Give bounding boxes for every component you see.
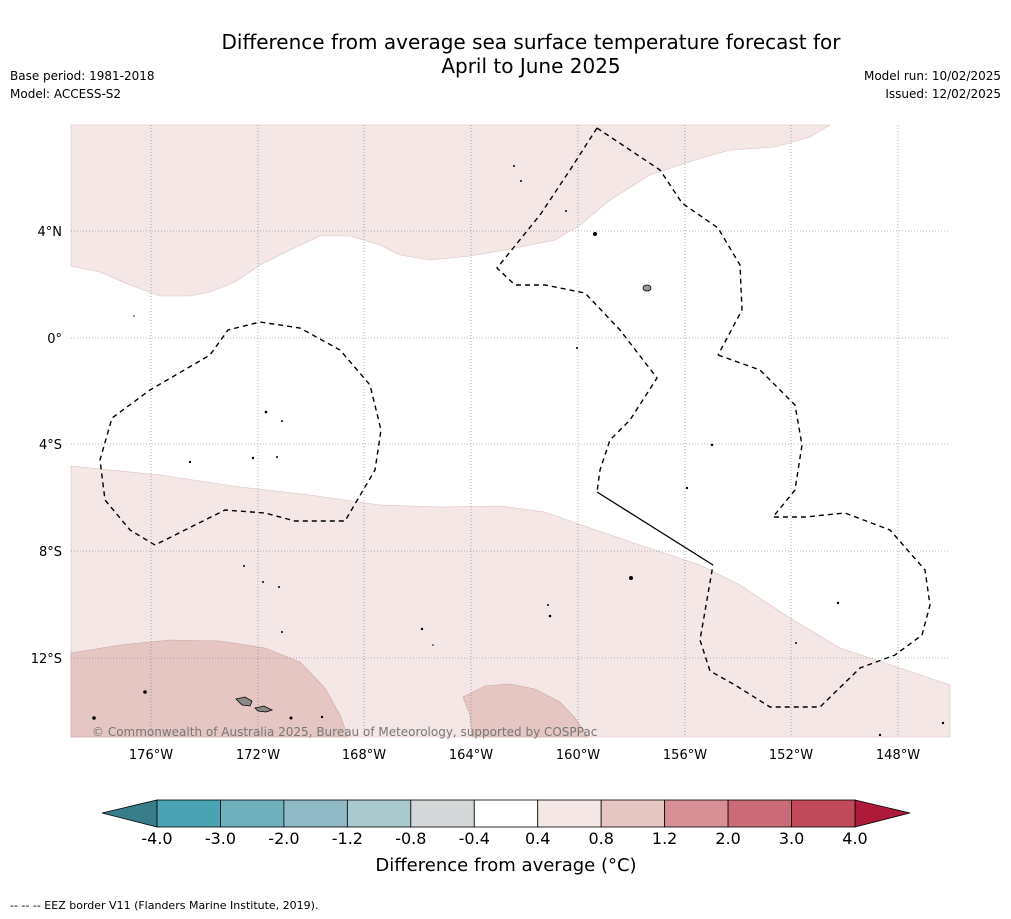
island [320, 715, 324, 719]
lon-label: 168°W [342, 748, 386, 763]
island [685, 486, 689, 490]
title-line-1: Difference from average sea surface temp… [221, 30, 841, 54]
island [520, 180, 522, 182]
lat-labels: 4°N 0° 4°S 8°S 12°S [31, 225, 62, 667]
map-title: Difference from average sea surface temp… [0, 30, 1011, 78]
lon-labels: 176°W 172°W 168°W 164°W 160°W 156°W 152°… [129, 748, 920, 763]
island [795, 642, 797, 644]
island [278, 586, 280, 588]
eez-borders [99, 127, 931, 708]
island [836, 601, 840, 605]
island-samoa [254, 705, 274, 713]
island [941, 721, 945, 725]
island [188, 460, 192, 464]
colorbar-tick-label: 0.8 [588, 829, 613, 848]
island [432, 644, 434, 646]
colorbar-segment [791, 799, 856, 828]
island-samoa [235, 696, 253, 707]
eez-border-west [99, 321, 382, 546]
anomaly-region-southwest [70, 639, 349, 738]
lat-label: 12°S [31, 652, 62, 667]
island [593, 232, 597, 236]
colorbar-tick-label: -4.0 [141, 829, 172, 848]
colorbar-segment [600, 799, 666, 828]
anomaly-region-north [70, 124, 832, 297]
colorbar-tick-label: 2.0 [715, 829, 740, 848]
colorbar-segment [664, 799, 729, 828]
island [420, 627, 424, 631]
lon-label: 176°W [129, 748, 173, 763]
colorbar-tick-label: -3.0 [205, 829, 236, 848]
meta-left: Base period: 1981-2018 Model: ACCESS-S2 [10, 67, 155, 103]
map-figure: © Commonwealth of Australia 2025, Bureau… [31, 124, 951, 848]
gridlines [71, 125, 950, 737]
colorbar-tick-label: -0.8 [395, 829, 426, 848]
island [513, 165, 515, 167]
model-name: Model: ACCESS-S2 [10, 87, 122, 101]
lon-label: 172°W [236, 748, 280, 763]
colorbar-tick-label: 0.4 [525, 829, 550, 848]
lon-label: 156°W [663, 748, 707, 763]
colorbar-tick-label: -0.4 [459, 829, 490, 848]
lon-label: 164°W [449, 748, 493, 763]
colorbar-segment [727, 799, 792, 828]
colorbar-tick-label: 4.0 [842, 829, 867, 848]
lon-label: 152°W [769, 748, 813, 763]
eez-border-central [596, 127, 931, 708]
island [710, 443, 714, 447]
base-period: Base period: 1981-2018 [10, 69, 155, 83]
colorbar-tick-label: 1.2 [652, 829, 677, 848]
island [576, 347, 578, 349]
colorbar-tick-label: -1.2 [332, 829, 363, 848]
colorbar-high-extend [854, 799, 911, 828]
island [281, 631, 283, 633]
issued-date: Issued: 12/02/2025 [885, 87, 1001, 101]
colorbar-segment [537, 799, 602, 828]
island [281, 420, 283, 422]
colorbar-tick-label: -2.0 [268, 829, 299, 848]
island [629, 576, 633, 580]
colorbar-tick-label: 3.0 [779, 829, 804, 848]
model-run: Model run: 10/02/2025 [863, 69, 1001, 83]
colorbar-segment [410, 799, 475, 828]
islands [92, 165, 945, 737]
island [92, 716, 96, 720]
island [143, 690, 147, 694]
island [276, 456, 278, 458]
colorbar-low-extend [101, 799, 158, 828]
island [548, 614, 552, 618]
footer-note: -- -- -- EEZ border V11 (Flanders Marine… [10, 899, 319, 912]
lat-label: 4°N [38, 225, 63, 240]
colorbar-ticks: -4.0 -3.0 -2.0 -1.2 -0.8 -0.4 0.4 0.8 1.2 2.0 3.0 4… [141, 829, 867, 848]
island [642, 284, 652, 292]
island [547, 604, 549, 606]
lat-label: 0° [47, 332, 62, 347]
colorbar-segment [220, 799, 285, 828]
title-line-2: April to June 2025 [441, 54, 621, 78]
lat-label: 8°S [39, 545, 62, 560]
island [262, 581, 264, 583]
colorbar-segment [156, 799, 221, 828]
lat-label: 4°S [39, 438, 62, 453]
island [289, 716, 293, 720]
colorbar-title: Difference from average (°C) [375, 855, 637, 876]
lon-label: 148°W [876, 748, 920, 763]
island [264, 410, 268, 414]
island [565, 210, 567, 212]
colorbar-segment [473, 799, 539, 828]
lon-label: 160°W [556, 748, 600, 763]
colorbar-segment [283, 799, 348, 828]
boundary-solid [596, 491, 714, 566]
island [878, 733, 882, 737]
island [251, 456, 255, 460]
island [133, 315, 135, 317]
colorbar-segment [346, 799, 412, 828]
copyright-text: © Commonwealth of Australia 2025, Bureau… [92, 725, 597, 739]
island [243, 565, 245, 567]
colorbar [101, 799, 911, 828]
meta-right: Model run: 10/02/2025 Issued: 12/02/2025 [864, 67, 1001, 103]
